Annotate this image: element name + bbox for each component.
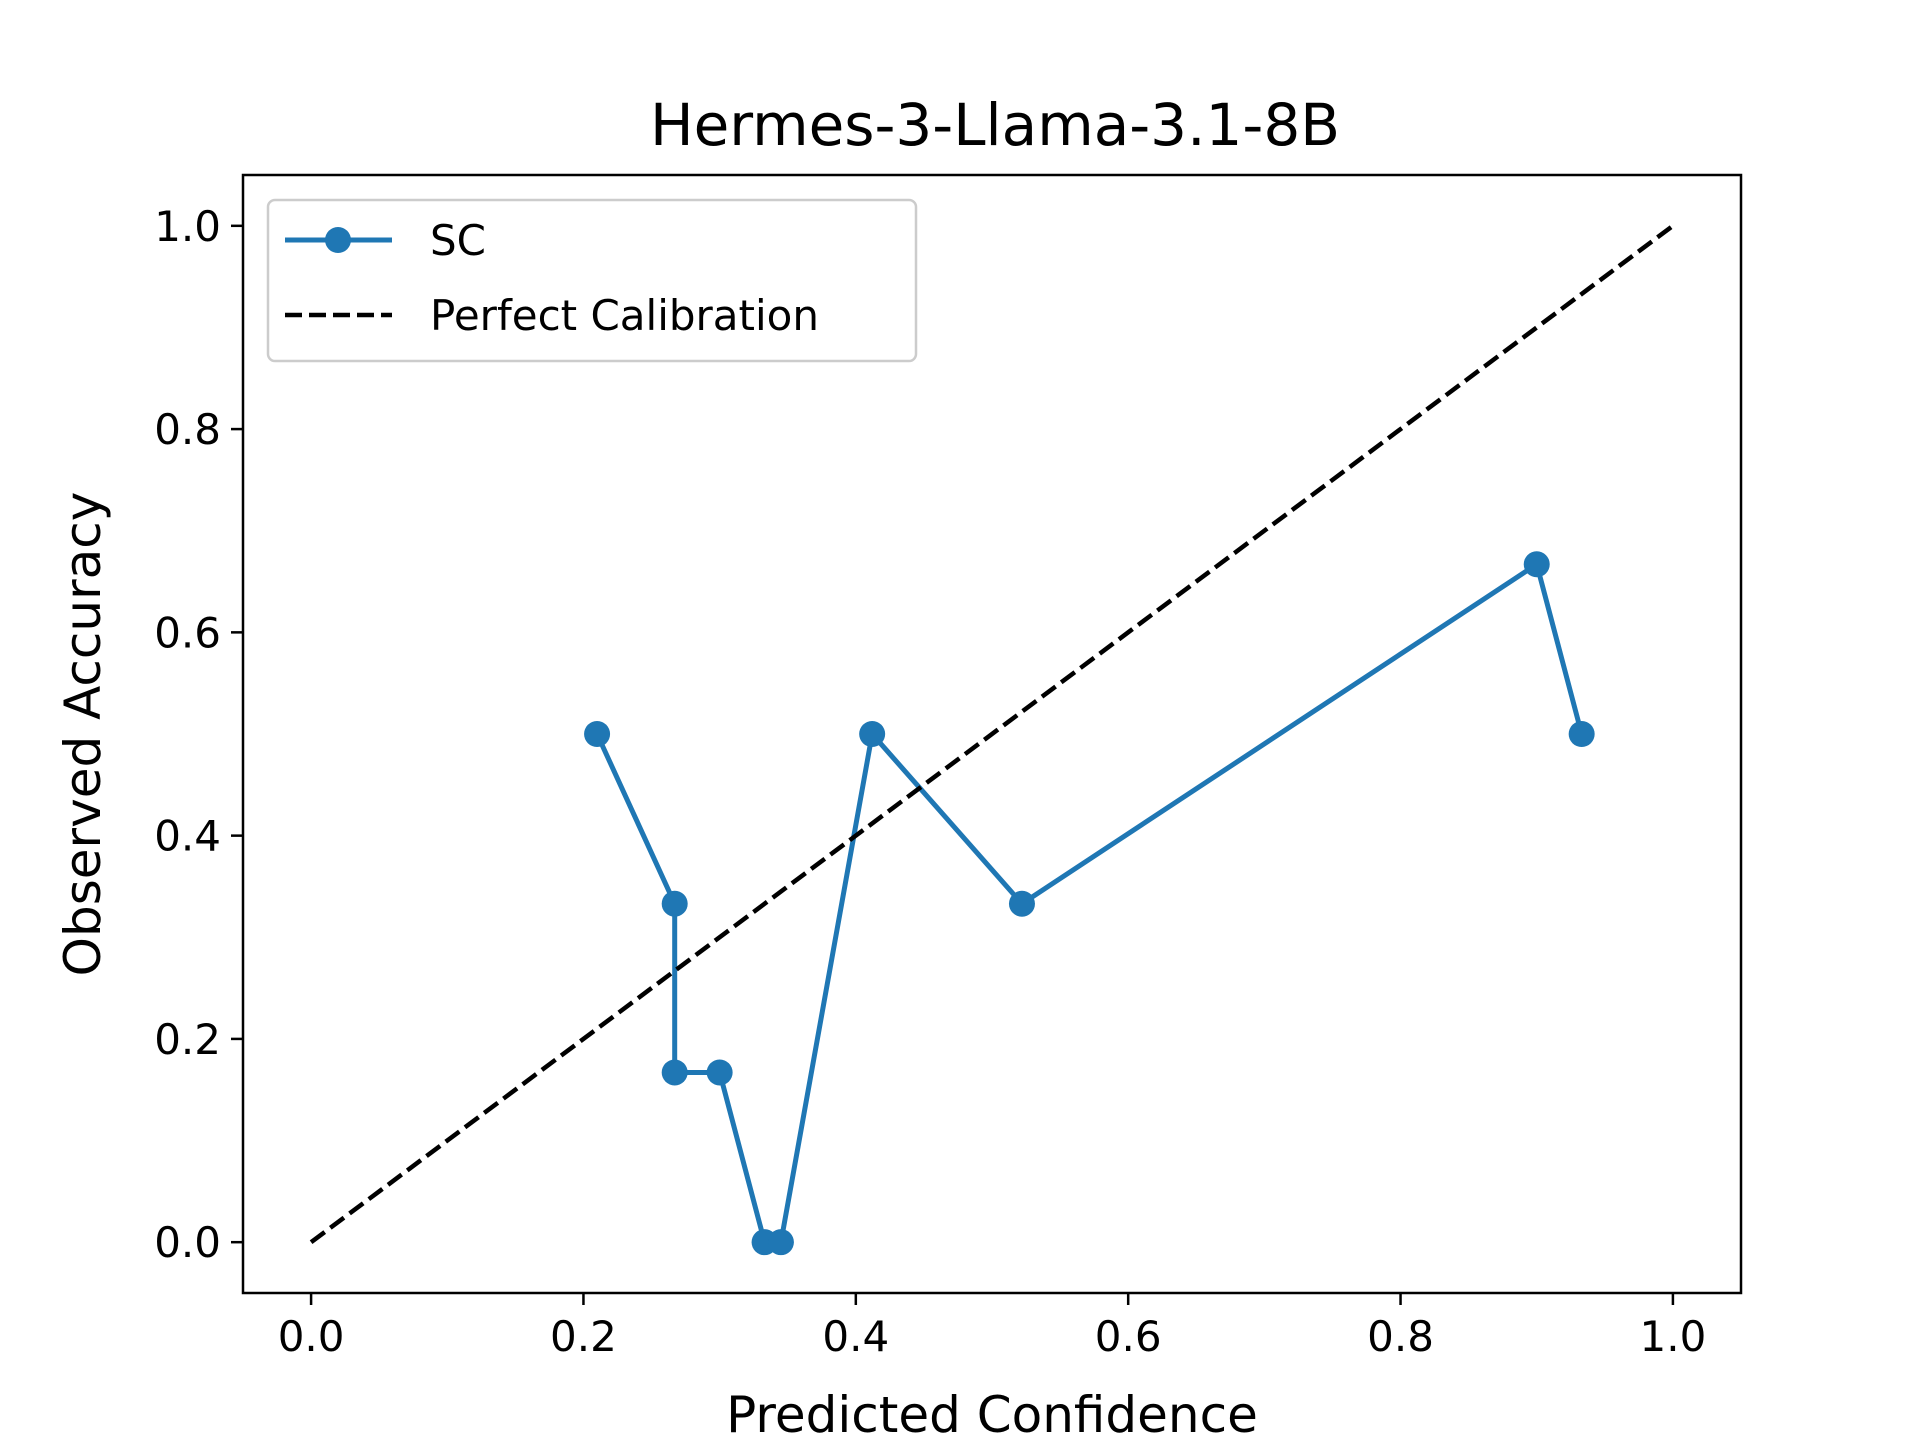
legend-box [266,198,918,363]
sc-point [706,1059,733,1086]
y-tick-label: 0.6 [154,608,221,657]
x-axis-ticks: 0.0 0.2 0.4 0.6 0.8 1.0 [278,1293,1707,1361]
plot-area [309,224,1675,1256]
y-tick-label: 1.0 [154,202,221,251]
sc-point [1008,890,1035,917]
x-tick-label: 0.6 [1095,1312,1162,1361]
legend-perfect-label: Perfect Calibration [430,291,819,340]
sc-point [661,1059,688,1086]
x-tick-label: 0.0 [278,1312,345,1361]
x-tick-label: 0.2 [550,1312,617,1361]
x-tick-label: 0.8 [1367,1312,1434,1361]
x-tick-label: 0.4 [822,1312,889,1361]
x-axis-label: Predicted Confidence [726,1386,1258,1440]
chart-title: Hermes-3-Llama-3.1-8B [650,91,1340,159]
perfect-calibration-line [309,224,1675,1244]
sc-point [661,890,688,917]
sc-point [1568,721,1595,747]
axes-frame [241,173,1743,1295]
y-tick-label: 0.0 [154,1218,221,1267]
sc-point [859,721,886,747]
y-axis-label: Observed Accuracy [54,492,112,977]
y-tick-label: 0.2 [154,1015,221,1064]
sc-point [767,1229,794,1256]
y-axis-ticks: 0.0 0.2 0.4 0.6 0.8 1.0 [154,202,243,1267]
y-tick-label: 0.4 [154,812,221,861]
sc-point [584,721,611,747]
legend-sc-label: SC [430,216,486,265]
legend-sc-marker [325,227,351,253]
legend: SC Perfect Calibration [266,198,918,363]
y-tick-label: 0.8 [154,405,221,454]
sc-point [1523,551,1550,578]
x-tick-label: 1.0 [1640,1312,1707,1361]
